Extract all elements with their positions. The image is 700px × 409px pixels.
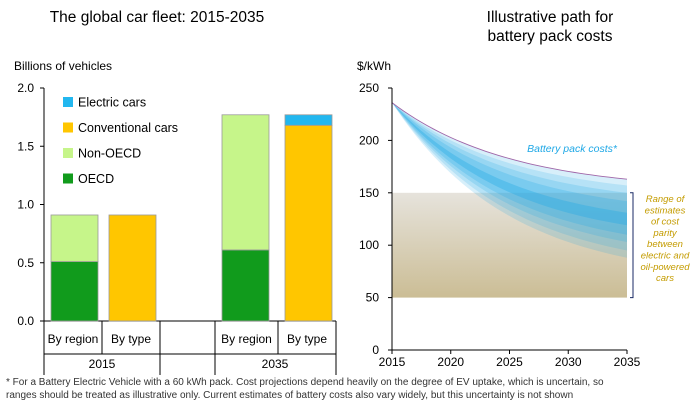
category-label: By type [111, 332, 151, 346]
left-y-tick-label: 0.5 [17, 256, 34, 270]
left-y-tick-label: 0.0 [17, 314, 34, 328]
bar-conventional-cars-1 [108, 214, 157, 322]
footnote: * For a Battery Electric Vehicle with a … [6, 376, 696, 402]
cost-upper-edge [391, 102, 628, 180]
group-label-2035: 2035 [262, 357, 289, 371]
category-label: By region [221, 332, 272, 346]
parity-label-line: of cost [651, 217, 679, 228]
bar-non-oecd-2 [221, 114, 270, 251]
right-y-tick-label: 0 [372, 343, 379, 357]
category-label: By region [48, 332, 99, 346]
battery-cost-label: Battery pack costs* [527, 143, 618, 155]
cost-fan-band-0 [392, 102, 627, 258]
legend-swatch [63, 148, 73, 158]
legend-label: Conventional cars [78, 121, 178, 135]
legend-swatch [63, 122, 73, 133]
group-label-2015: 2015 [89, 357, 116, 371]
parity-label-line: electric and [641, 251, 690, 262]
footnote-line-2: ranges should be treated as illustrative… [6, 390, 574, 401]
left-y-tick-label: 2.0 [17, 81, 34, 95]
cost-fan-band-1 [392, 102, 627, 251]
right-y-tick-label: 100 [359, 238, 379, 252]
parity-label-line: cars [656, 273, 674, 284]
right-x-tick-label: 2035 [614, 355, 641, 369]
right-y-unit: $/kWh [357, 59, 392, 73]
legend-swatch [63, 97, 73, 107]
left-y-unit: Billions of vehicles [14, 59, 113, 73]
right-x-tick-label: 2020 [437, 355, 464, 369]
parity-label-line: Range of [646, 194, 686, 205]
legend-swatch [63, 173, 73, 184]
parity-label-line: between [647, 239, 683, 250]
legend-label: Non-OECD [78, 147, 141, 161]
right-x-tick-label: 2025 [496, 355, 523, 369]
left-y-tick-label: 1.5 [17, 139, 34, 153]
cost-fan-band-4 [392, 102, 627, 226]
left-y-tick-label: 1.0 [17, 198, 34, 212]
parity-bracket [630, 192, 634, 299]
footnote-line-1: * For a Battery Electric Vehicle with a … [6, 377, 604, 388]
right-x-tick-label: 2015 [379, 355, 406, 369]
right-chart-title: Illustrative path for battery pack costs [410, 8, 690, 46]
parity-label-line: oil-powered [640, 262, 690, 273]
parity-label-line: parity [652, 228, 677, 239]
right-y-tick-label: 50 [366, 291, 380, 305]
right-title-line-1: Illustrative path for [486, 9, 614, 26]
bar-oecd-2 [221, 249, 270, 322]
cost-fan-band-2 [392, 102, 627, 243]
cost-fan-band-3 [392, 102, 627, 235]
bar-non-oecd-0 [50, 214, 99, 262]
parity-range-band [392, 192, 627, 298]
left-chart-title: The global car fleet: 2015-2035 [49, 9, 265, 26]
category-label: By type [287, 332, 327, 346]
right-y-tick-label: 250 [359, 81, 379, 95]
legend-label: OECD [78, 172, 114, 186]
legend-label: Electric cars [78, 96, 146, 110]
right-x-tick-label: 2030 [555, 355, 582, 369]
right-title-line-2: battery pack costs [487, 28, 613, 45]
right-y-tick-label: 200 [359, 133, 379, 147]
bar-electric-cars-3 [284, 114, 333, 126]
parity-label-line: estimates [645, 205, 686, 216]
bar-conventional-cars-3 [284, 124, 333, 322]
right-y-tick-label: 150 [359, 186, 379, 200]
bar-oecd-0 [50, 261, 99, 322]
